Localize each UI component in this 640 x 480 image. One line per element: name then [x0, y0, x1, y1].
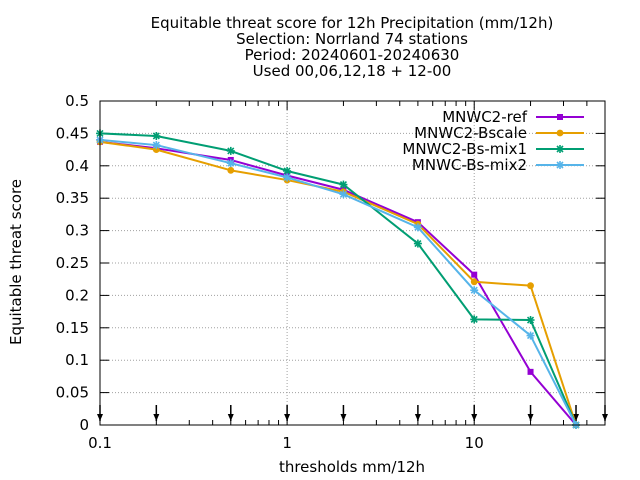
legend: MNWC2-refMNWC2-BscaleMNWC2-Bs-mix1MNWC-B…: [402, 108, 584, 174]
y-tick-label: 0.5: [65, 92, 89, 110]
legend-entry: MNWC-Bs-mix2: [412, 156, 584, 174]
title-line-2: Selection: Norrland 74 stations: [236, 30, 468, 48]
y-tick-label: 0.15: [56, 319, 89, 337]
legend-entry: MNWC2-Bs-mix1: [402, 140, 584, 158]
data-point: [226, 159, 235, 168]
data-point: [339, 180, 348, 189]
y-tick-label: 0.3: [65, 222, 89, 240]
series-MNWC2-Bs-mix1: [96, 129, 581, 429]
y-axis-label: Equitable threat score: [7, 179, 25, 345]
legend-label: MNWC2-ref: [442, 108, 527, 126]
data-point: [152, 141, 161, 150]
series-MNWC-Bs-mix2: [96, 135, 581, 429]
x-tick-label: 1: [282, 434, 292, 452]
x-axis-ticks: 0.1 1 10: [88, 101, 588, 452]
series-group: [96, 129, 581, 429]
threshold-arrow: [340, 405, 347, 421]
legend-entry: MNWC2-ref: [442, 108, 584, 126]
data-point: [526, 316, 535, 325]
y-tick-label: 0.05: [56, 384, 89, 402]
y-tick-label: 0.4: [65, 157, 89, 175]
data-point: [283, 173, 292, 182]
x-tick-label: 0.1: [88, 434, 112, 452]
data-point: [152, 131, 161, 140]
data-point: [527, 368, 534, 375]
data-point: [152, 146, 160, 154]
data-point: [470, 278, 478, 286]
data-point: [470, 286, 479, 295]
y-axis-ticks: 0 0.05 0.1 0.15 0.2 0.25 0.3 0.35 0.4 0.45 0.5: [56, 92, 605, 434]
x-tick-label: 10: [465, 434, 484, 452]
y-tick-label: 0.35: [56, 189, 89, 207]
title-line-4: Used 00,06,12,18 + 12-00: [253, 62, 452, 80]
threshold-arrow: [227, 405, 234, 421]
legend-label: MNWC-Bs-mix2: [412, 156, 527, 174]
legend-marker: [556, 129, 564, 137]
title-line-3: Period: 20240601-20240630: [245, 46, 460, 64]
y-tick-label: 0.45: [56, 124, 89, 142]
data-point: [413, 239, 422, 248]
x-axis-label: thresholds mm/12h: [279, 458, 425, 476]
y-tick-label: 0.2: [65, 286, 89, 304]
threshold-markers: [97, 405, 608, 421]
legend-marker: [556, 161, 564, 169]
legend-entry: MNWC2-Bscale: [414, 124, 584, 142]
threshold-arrow: [414, 405, 421, 421]
data-point: [339, 190, 348, 199]
data-point: [227, 166, 235, 174]
legend-label: MNWC2-Bs-mix1: [402, 140, 527, 158]
data-point: [470, 315, 479, 324]
data-point: [283, 166, 292, 175]
threshold-arrow: [284, 405, 291, 421]
title-line-1: Equitable threat score for 12h Precipita…: [151, 14, 554, 32]
y-tick-label: 0.25: [56, 254, 89, 272]
plot-frame: [99, 100, 606, 426]
data-point: [526, 331, 535, 340]
series-line: [99, 132, 577, 426]
data-point: [413, 223, 422, 232]
legend-marker: [557, 114, 563, 120]
data-point: [226, 146, 235, 155]
data-point: [527, 282, 534, 290]
chart-title: Equitable threat score for 12h Precipita…: [151, 14, 554, 80]
threshold-arrow: [573, 405, 580, 421]
threshold-arrow: [527, 405, 534, 421]
y-tick-label: 0: [79, 416, 89, 434]
y-tick-label: 0.1: [65, 351, 89, 369]
threshold-arrow: [471, 405, 478, 421]
legend-marker: [556, 145, 564, 153]
series-MNWC2-Bscale: [96, 138, 580, 429]
legend-label: MNWC2-Bscale: [414, 124, 527, 142]
grid: [100, 101, 605, 425]
threshold-arrow: [153, 405, 160, 421]
data-point: [471, 271, 478, 278]
